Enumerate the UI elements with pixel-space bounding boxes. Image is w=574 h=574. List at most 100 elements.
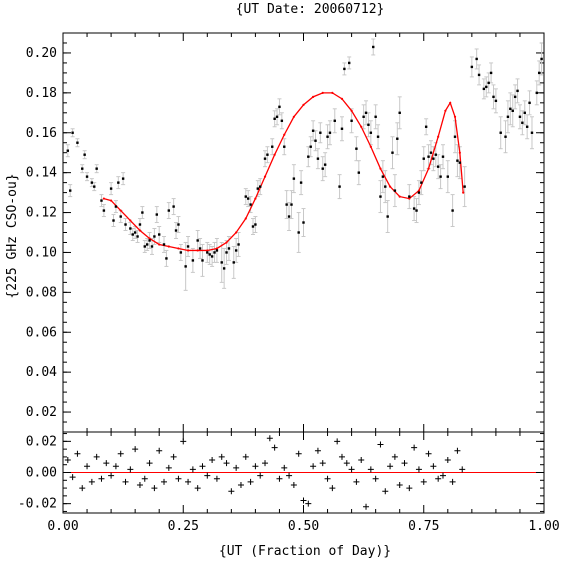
data-point [179,251,183,254]
data-point [424,125,428,128]
residual-points [64,435,466,510]
data-point [499,131,502,134]
data-point [427,155,430,158]
data-point [343,67,346,71]
y-tick-label: 0.18 [26,86,57,101]
data-point [506,115,510,118]
residual-point [276,475,283,482]
residual-point [367,466,374,473]
data-point [227,247,231,250]
main-axis-ticks: 0.02 0.04 0.06 0.08 0.10 0.12 0.14 0.16 0.18 0.20 [26,33,545,433]
data-point [470,65,474,69]
x-tick-label: 0.25 [168,519,199,534]
residual-point [93,453,100,460]
residual-point [439,472,446,479]
data-point [453,135,457,138]
data-point [292,177,296,180]
data-point [213,251,216,254]
data-point [429,151,433,154]
residual-point [420,478,427,485]
residual-point [141,475,148,482]
data-point [112,219,115,222]
residual-point [237,481,244,488]
data-point [321,167,324,170]
residual-point [165,464,172,471]
data-point [436,165,440,168]
data-point [477,73,481,77]
y-tick-label: 0.04 [26,365,57,380]
data-point [172,205,175,208]
data-point [525,125,529,128]
residual-point [348,466,355,473]
x-tick-label: 0.75 [408,519,439,534]
fit-marker [215,247,219,250]
fit-marker [119,209,122,212]
data-point [155,213,158,216]
residual-point [74,450,81,457]
residual-point [117,450,124,457]
data-point [133,231,137,234]
data-point [482,87,486,91]
data-point [177,223,180,226]
data-point [408,195,411,198]
data-point [338,185,341,188]
residual-point [122,478,129,485]
data-point [316,157,320,160]
fit-marker [148,237,151,240]
data-point [124,223,127,226]
fit-marker [321,91,324,94]
residual-point [449,478,456,485]
residual-point [161,478,168,485]
data-point [95,167,98,170]
residual-point [454,447,461,454]
error-bars [65,38,544,291]
data-point [71,131,74,134]
data-point [114,205,118,208]
residual-point [377,441,384,448]
y-tick-label: 0.02 [26,405,57,420]
data-point [246,197,250,200]
y-tick-label: 0.06 [26,325,57,340]
data-point [463,185,466,188]
data-point [523,111,526,114]
residual-point [242,453,249,460]
residual-y-tick-label: 0.02 [26,434,57,449]
data-point [417,191,421,194]
data-point [129,227,132,230]
data-point [530,131,534,134]
fit-marker [225,241,228,244]
data-point [102,209,106,212]
data-point [249,203,252,206]
residual-point [170,453,177,460]
residual-point [353,478,360,485]
residual-point [266,435,273,442]
main-panel: 0.02 0.04 0.06 0.08 0.10 0.12 0.14 0.16 0.18 0.20 [26,32,545,433]
fit-marker [427,167,430,170]
fit-marker [167,245,170,248]
fit-curve [102,91,465,252]
residual-point [343,460,350,467]
residual-point [391,453,398,460]
y-tick-label: 0.14 [26,166,57,181]
residual-point [213,475,220,482]
x-tick-label: 0.00 [47,519,78,534]
fit-marker [158,243,161,246]
data-point [314,139,317,142]
data-point [372,45,375,49]
data-point [232,261,235,264]
residual-point [334,438,341,445]
residual-point [151,485,158,492]
residual-point [132,446,139,453]
data-point [475,57,478,61]
residual-point [69,474,76,481]
residual-point [64,457,71,464]
residual-point [108,472,115,479]
data-point [184,265,187,268]
fit-marker [102,197,105,200]
data-point [367,123,370,126]
data-point [391,151,394,154]
data-point [198,247,202,250]
data-point [297,231,300,234]
fit-marker [273,153,276,156]
residual-point [281,464,288,471]
